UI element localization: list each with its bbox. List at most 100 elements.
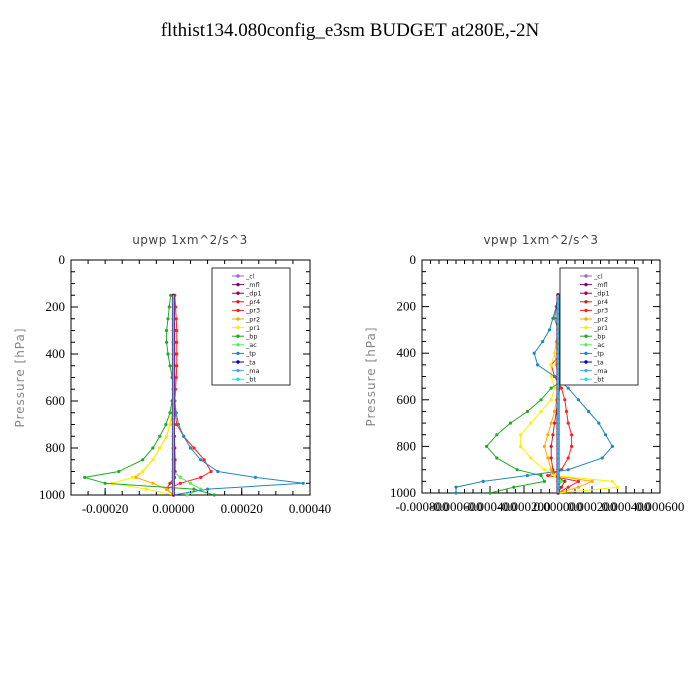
legend-marker bbox=[236, 343, 240, 347]
data-point bbox=[539, 473, 543, 478]
x-tick-label: 0.000200 bbox=[568, 499, 617, 514]
data-point bbox=[615, 485, 620, 489]
data-point bbox=[576, 398, 581, 402]
data-point bbox=[209, 469, 213, 474]
data-point bbox=[549, 444, 553, 448]
series-pr1 bbox=[110, 293, 175, 497]
series-line bbox=[111, 295, 174, 496]
data-point bbox=[546, 433, 550, 437]
legend-label: _mfl bbox=[593, 281, 608, 289]
legend-label: _tp bbox=[593, 350, 604, 358]
data-point bbox=[164, 422, 168, 427]
series-line bbox=[84, 295, 215, 496]
data-point bbox=[532, 351, 536, 355]
y-axis-label: Pressure [hPa] bbox=[13, 327, 27, 427]
data-point bbox=[188, 481, 193, 485]
y-tick-label: 0 bbox=[410, 252, 417, 267]
legend-marker bbox=[236, 308, 240, 313]
data-point bbox=[553, 421, 557, 425]
x-tick-label: 0.00000 bbox=[152, 501, 194, 516]
data-point bbox=[165, 434, 169, 438]
series-pr2 bbox=[134, 293, 175, 497]
data-point bbox=[546, 473, 550, 478]
data-point bbox=[539, 409, 543, 414]
data-point bbox=[553, 374, 557, 379]
legend-marker bbox=[584, 343, 588, 347]
vpwp-panel: vpwp 1xm^2/s^3 Pressure [hPa] 0 200 400 600 80… bbox=[364, 233, 684, 514]
legend-label: _pr4 bbox=[245, 298, 260, 306]
data-point bbox=[610, 444, 615, 448]
x-tick-label: 0.00040 bbox=[289, 501, 331, 516]
data-point bbox=[512, 485, 516, 489]
data-point bbox=[519, 433, 523, 437]
data-point bbox=[549, 468, 553, 472]
legend-label: _bp bbox=[245, 333, 258, 341]
data-point bbox=[454, 485, 458, 489]
legend-marker bbox=[236, 368, 240, 373]
data-point bbox=[182, 434, 186, 438]
data-point bbox=[495, 456, 499, 460]
legend-label: _pr4 bbox=[593, 298, 608, 306]
data-point bbox=[301, 481, 305, 485]
data-point bbox=[546, 456, 550, 460]
y-tick-label: 400 bbox=[397, 345, 417, 360]
legend-label: _pr1 bbox=[593, 324, 608, 332]
data-point bbox=[158, 446, 162, 450]
data-point bbox=[587, 409, 591, 414]
data-point bbox=[178, 481, 182, 485]
data-point bbox=[167, 305, 171, 309]
legend-marker bbox=[584, 325, 588, 330]
data-point bbox=[168, 364, 172, 368]
legend-marker bbox=[236, 377, 240, 381]
data-point bbox=[542, 479, 547, 483]
y-tick-label: 1000 bbox=[39, 487, 65, 502]
y-tick-label: 200 bbox=[46, 299, 66, 314]
data-point bbox=[590, 479, 594, 483]
legend-marker bbox=[236, 291, 240, 295]
legend-marker bbox=[236, 360, 240, 364]
data-point bbox=[536, 363, 540, 367]
x-tick-label: 0.000400 bbox=[602, 499, 651, 514]
series-line bbox=[172, 295, 202, 496]
legend-label: _pr3 bbox=[593, 307, 608, 315]
legend-marker bbox=[236, 334, 240, 338]
data-point bbox=[551, 316, 555, 320]
legend-label: _bt bbox=[593, 376, 604, 384]
legend-label: _dp1 bbox=[245, 290, 262, 298]
legend-label: _dp1 bbox=[593, 290, 610, 298]
y-tick-label: 1000 bbox=[390, 485, 416, 500]
data-point bbox=[454, 491, 458, 495]
legend-marker bbox=[584, 360, 588, 364]
data-point bbox=[144, 487, 148, 491]
data-point bbox=[525, 473, 530, 478]
legend-marker bbox=[584, 308, 588, 313]
data-point bbox=[570, 433, 574, 437]
upwp-panel: upwp 1xm^2/s^3 Pressure [hPa] 0 200 400 600 80… bbox=[13, 233, 331, 516]
data-point bbox=[549, 398, 553, 402]
data-point bbox=[216, 469, 220, 474]
legend-marker bbox=[236, 282, 240, 287]
series-pr3 bbox=[165, 293, 213, 497]
data-point bbox=[495, 433, 499, 437]
data-point bbox=[175, 328, 179, 333]
y-tick-label: 800 bbox=[46, 440, 66, 455]
data-point bbox=[175, 340, 179, 344]
data-point bbox=[178, 475, 182, 479]
legend-box bbox=[211, 267, 291, 386]
data-point bbox=[188, 446, 193, 450]
legend-box bbox=[559, 267, 639, 386]
data-point bbox=[185, 493, 189, 497]
legend-marker bbox=[584, 377, 588, 381]
legend: _cl_mfl_dp1_pr4_pr3_pr2_pr1_bp_ac_tp_ta_… bbox=[211, 267, 291, 386]
legend-label: _ma bbox=[593, 367, 608, 375]
panel-title: vpwp 1xm^2/s^3 bbox=[483, 233, 598, 247]
legend-marker bbox=[584, 317, 588, 321]
x-tick-label: 0.000600 bbox=[636, 499, 685, 514]
legend-marker bbox=[236, 274, 240, 278]
y-tick-label: 600 bbox=[397, 392, 417, 407]
data-point bbox=[566, 456, 570, 460]
data-point bbox=[547, 328, 552, 332]
data-point bbox=[485, 444, 489, 448]
y-tick-label: 800 bbox=[397, 438, 417, 453]
y-tick-label: 400 bbox=[46, 346, 66, 361]
